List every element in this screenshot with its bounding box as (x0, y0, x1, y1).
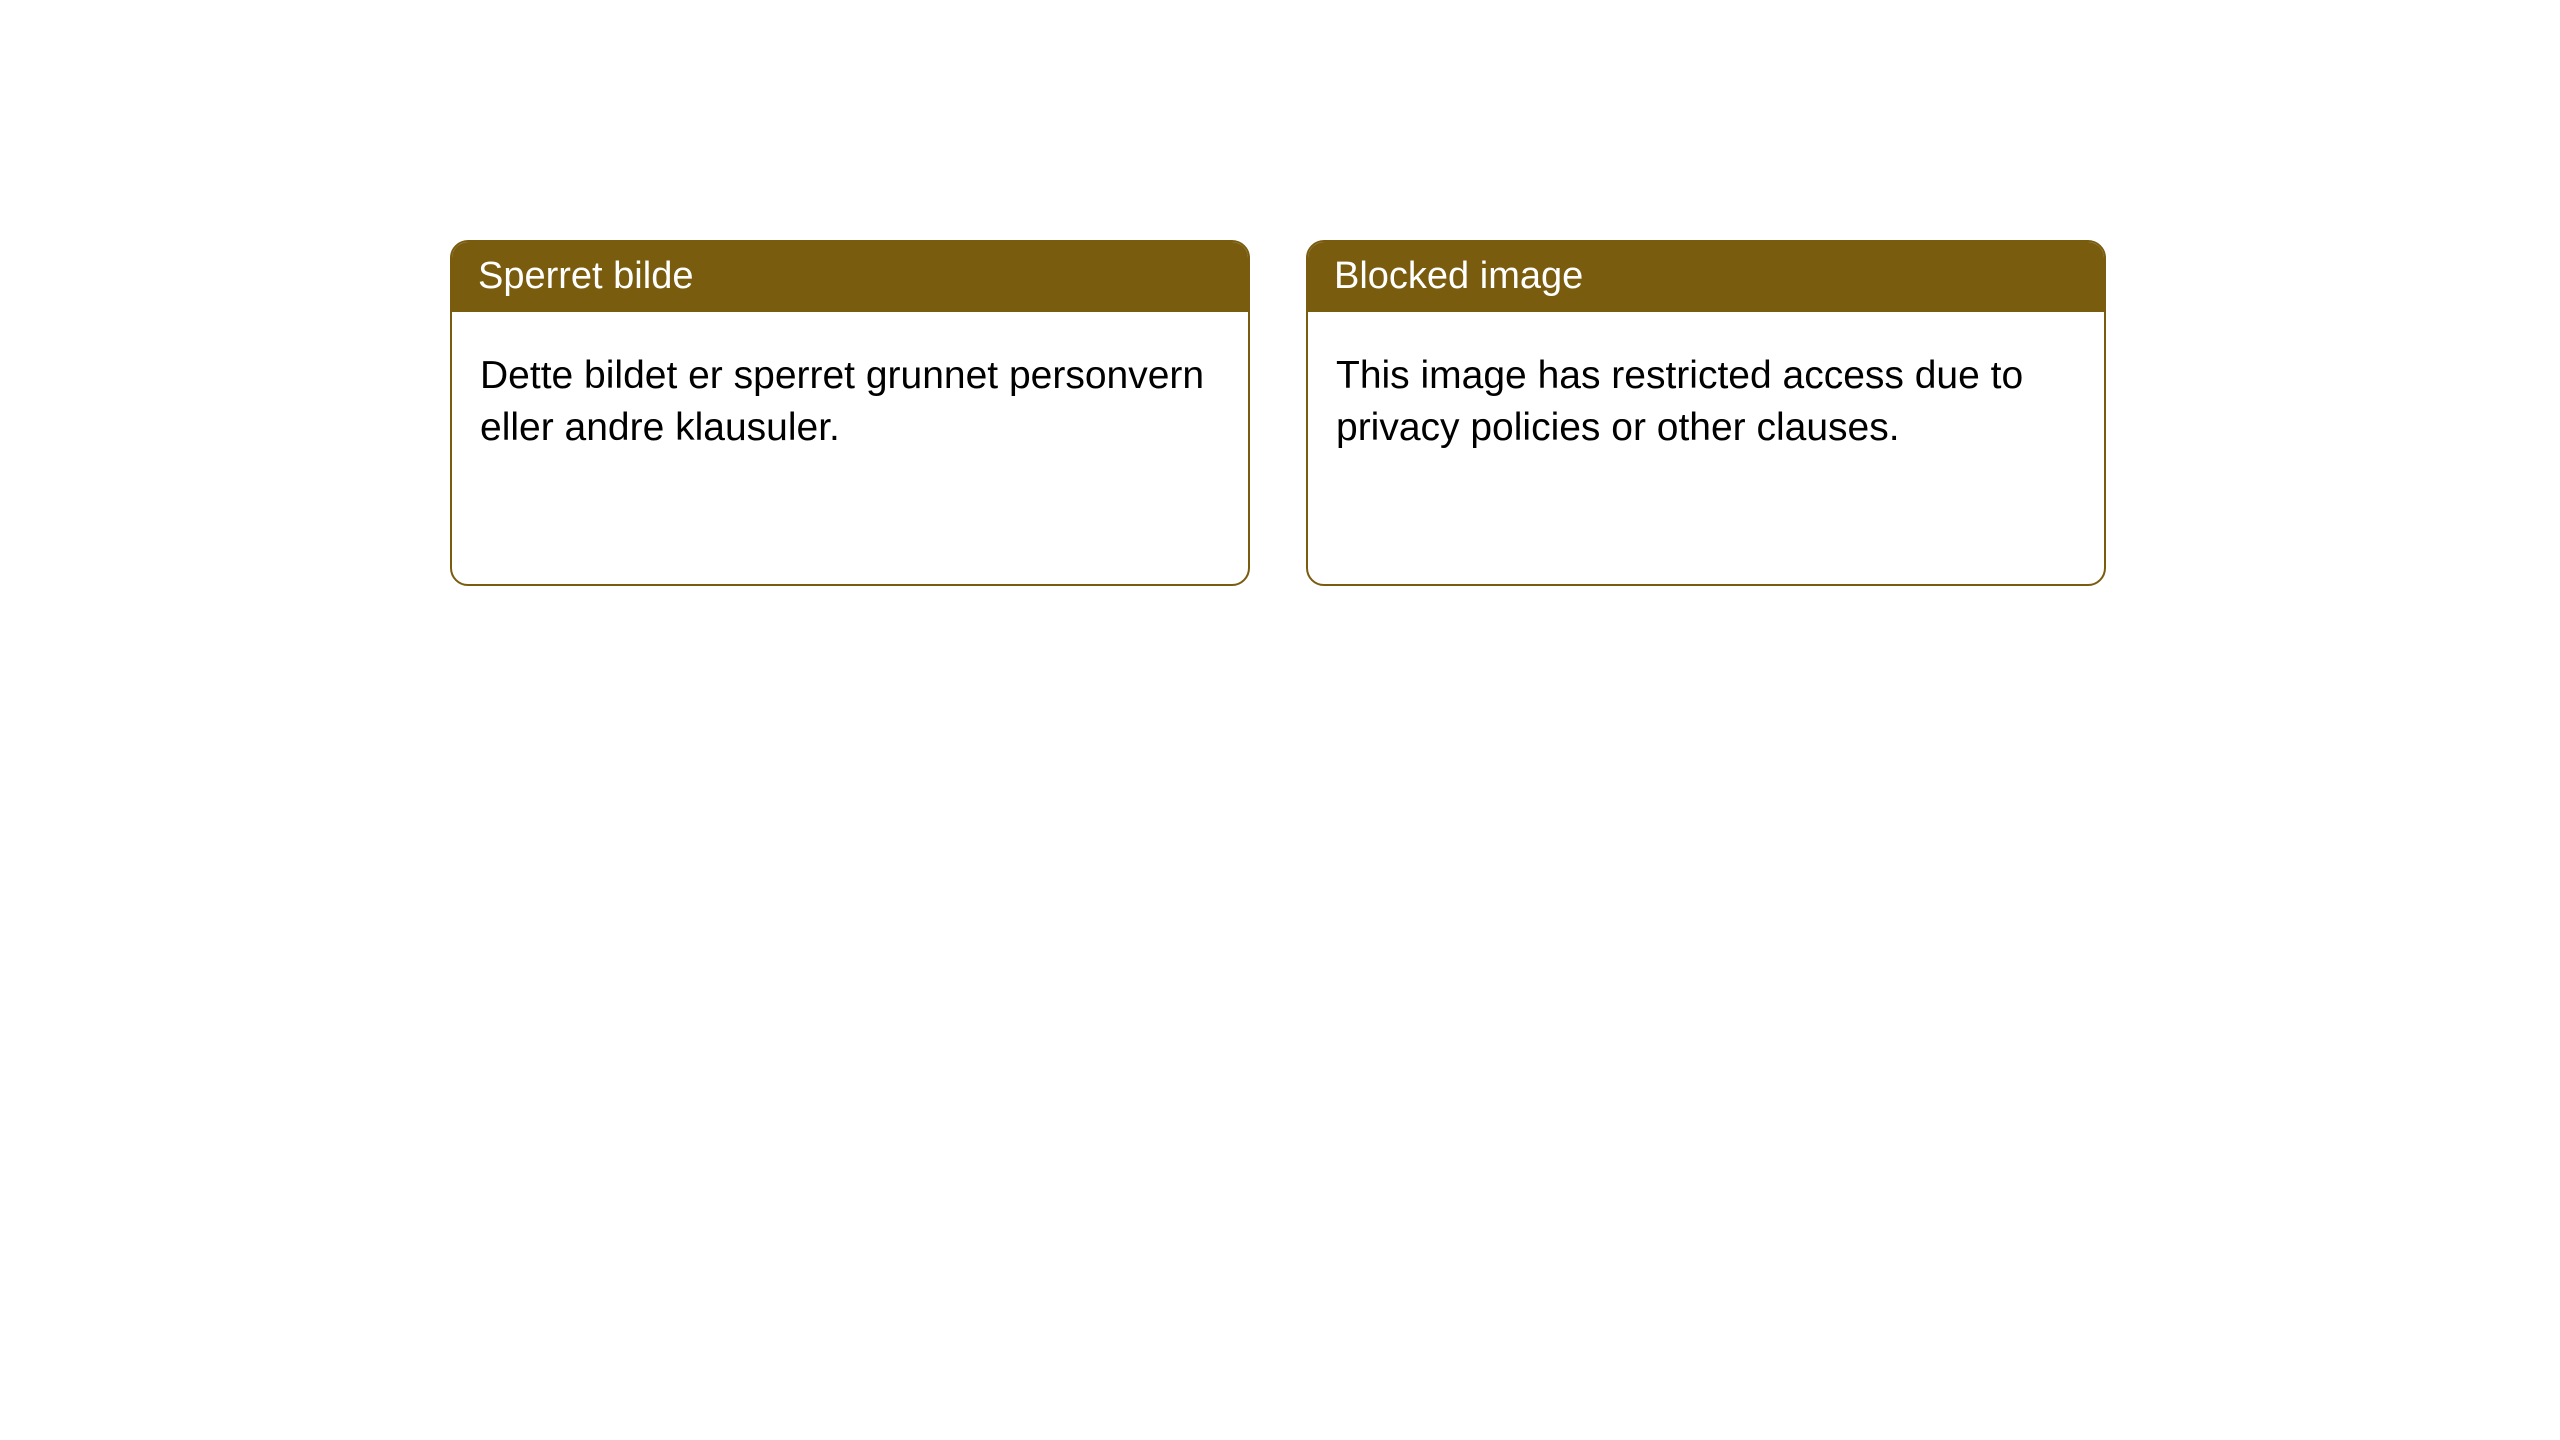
card-body-norwegian: Dette bildet er sperret grunnet personve… (452, 312, 1248, 584)
card-english: Blocked image This image has restricted … (1306, 240, 2106, 586)
card-header-norwegian: Sperret bilde (452, 242, 1248, 312)
cards-container: Sperret bilde Dette bildet er sperret gr… (0, 0, 2560, 586)
card-header-english: Blocked image (1308, 242, 2104, 312)
card-norwegian: Sperret bilde Dette bildet er sperret gr… (450, 240, 1250, 586)
card-body-english: This image has restricted access due to … (1308, 312, 2104, 584)
